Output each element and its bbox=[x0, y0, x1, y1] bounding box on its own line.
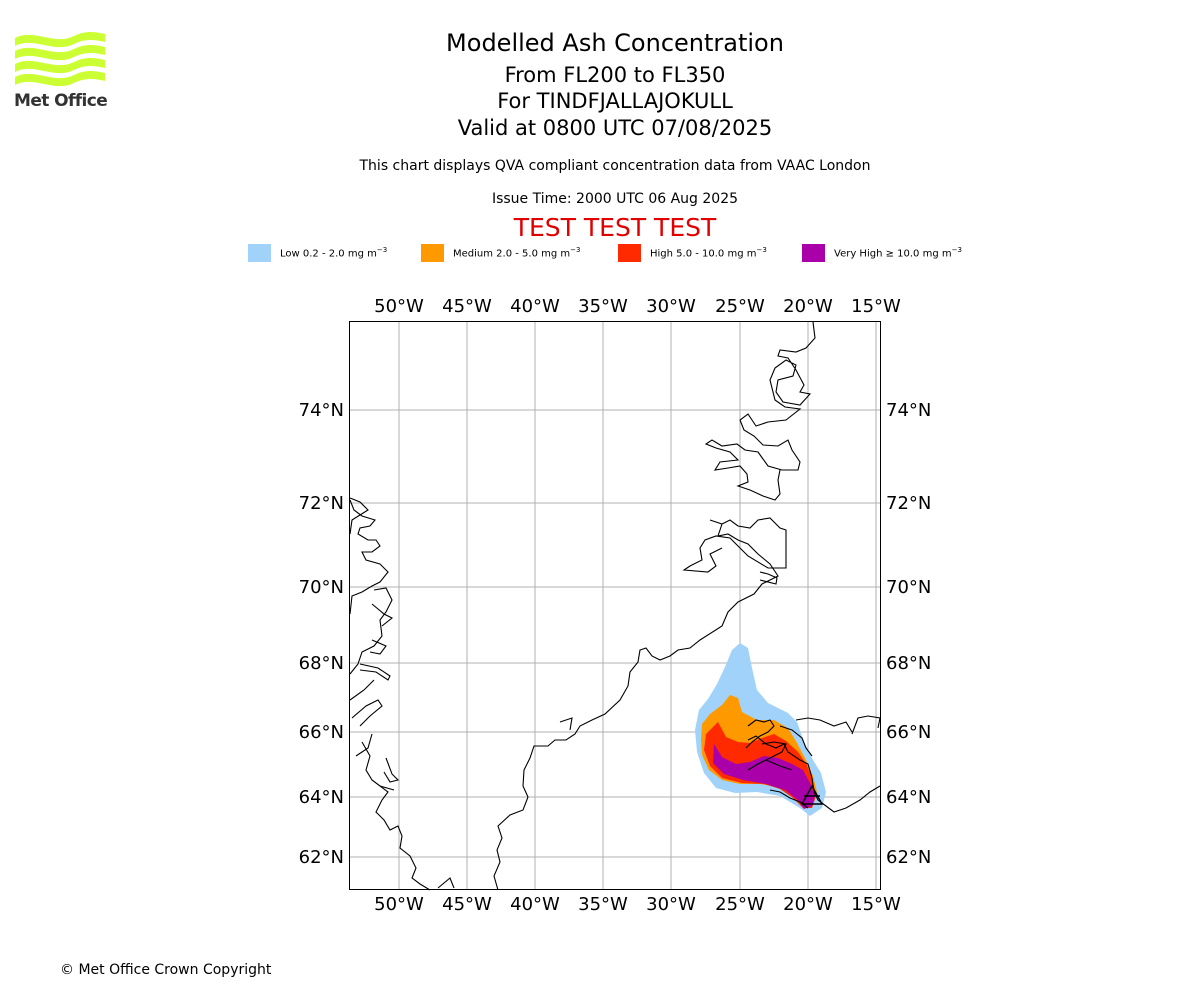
logo-wave-3 bbox=[15, 58, 105, 74]
top-longitude-label: 45°W bbox=[442, 296, 492, 317]
bottom-longitude-label: 45°W bbox=[442, 894, 492, 915]
right-latitude-label: 74°N bbox=[886, 400, 931, 421]
left-latitude-label: 64°N bbox=[299, 787, 344, 808]
greenland-west-coast bbox=[349, 497, 455, 891]
logo-wave-2 bbox=[15, 45, 105, 61]
legend-swatch-very-high bbox=[802, 244, 825, 262]
bottom-longitude-label: 20°W bbox=[783, 894, 833, 915]
valid-time: Valid at 0800 UTC 07/08/2025 bbox=[457, 116, 773, 140]
greenland-east-inlet bbox=[559, 571, 778, 731]
right-latitude-label: 62°N bbox=[886, 847, 931, 868]
iceland-interior-lines bbox=[745, 719, 813, 771]
legend-label-low: Low 0.2 - 2.0 mg m bbox=[280, 248, 377, 260]
ash-very-high-area bbox=[713, 744, 815, 809]
legend-swatch-medium bbox=[421, 244, 444, 262]
left-latitude-label: 70°N bbox=[299, 577, 344, 598]
issue-time: Issue Time: 2000 UTC 06 Aug 2025 bbox=[491, 191, 739, 207]
bottom-longitude-label: 35°W bbox=[578, 894, 628, 915]
legend-label-high: High 5.0 - 10.0 mg m bbox=[650, 248, 757, 260]
logo-wave-1 bbox=[15, 32, 105, 48]
top-longitude-label: 50°W bbox=[374, 296, 424, 317]
left-latitude-label: 62°N bbox=[299, 847, 344, 868]
coastlines bbox=[349, 321, 881, 891]
top-longitude-label: 20°W bbox=[783, 296, 833, 317]
flight-level-range: From FL200 to FL350 bbox=[504, 63, 726, 87]
legend-label-very-high: Very High ≥ 10.0 mg m bbox=[834, 248, 952, 260]
right-latitude-label: 72°N bbox=[886, 493, 931, 514]
right-latitude-label: 66°N bbox=[886, 722, 931, 743]
top-longitude-label: 40°W bbox=[510, 296, 560, 317]
right-latitude-label: 70°N bbox=[886, 577, 931, 598]
bottom-longitude-label: 40°W bbox=[510, 894, 560, 915]
legend-swatch-low bbox=[248, 244, 271, 262]
met-office-logo-waves bbox=[15, 32, 105, 87]
legend-unit-high: −3 bbox=[756, 246, 767, 254]
legend-label-medium: Medium 2.0 - 5.0 mg m bbox=[453, 248, 571, 260]
legend-swatch-high bbox=[618, 244, 641, 262]
volcano-triangle-icon bbox=[800, 784, 824, 805]
legend-unit-very-high: −3 bbox=[951, 246, 962, 254]
copyright: © Met Office Crown Copyright bbox=[60, 962, 272, 978]
test-banner: TEST TEST TEST bbox=[513, 213, 717, 242]
chart-title: Modelled Ash Concentration bbox=[446, 29, 784, 57]
bottom-longitude-label: 25°W bbox=[715, 894, 765, 915]
left-latitude-label: 72°N bbox=[299, 493, 344, 514]
top-longitude-label: 30°W bbox=[646, 296, 696, 317]
graticule bbox=[350, 322, 880, 889]
left-latitude-label: 68°N bbox=[299, 653, 344, 674]
iceland-coast bbox=[747, 715, 881, 813]
map-frame bbox=[349, 321, 881, 890]
left-latitude-label: 66°N bbox=[299, 722, 344, 743]
ash-plume bbox=[695, 643, 826, 816]
greenland-east-coast bbox=[493, 321, 816, 891]
top-longitude-label: 35°W bbox=[578, 296, 628, 317]
map-tick-labels: 50°W 50°W 45°W 45°W 40°W 40°W 35°W 35°W 30°W 30°W… bbox=[299, 296, 932, 915]
volcano-name: For TINDFJALLAJOKULL bbox=[497, 89, 733, 113]
top-longitude-label: 15°W bbox=[851, 296, 901, 317]
bottom-longitude-label: 50°W bbox=[374, 894, 424, 915]
right-latitude-label: 64°N bbox=[886, 787, 931, 808]
left-latitude-label: 74°N bbox=[299, 400, 344, 421]
logo-wave-4 bbox=[15, 71, 105, 87]
met-office-logo: Met Office bbox=[14, 30, 109, 112]
qva-note: This chart displays QVA compliant concen… bbox=[359, 158, 871, 174]
legend-unit-medium: −3 bbox=[570, 246, 581, 254]
top-longitude-label: 25°W bbox=[715, 296, 765, 317]
logo-text: Met Office bbox=[14, 91, 108, 111]
bottom-longitude-label: 15°W bbox=[851, 894, 901, 915]
bottom-longitude-label: 30°W bbox=[646, 894, 696, 915]
legend-unit-low: −3 bbox=[376, 246, 388, 254]
right-latitude-label: 68°N bbox=[886, 653, 931, 674]
